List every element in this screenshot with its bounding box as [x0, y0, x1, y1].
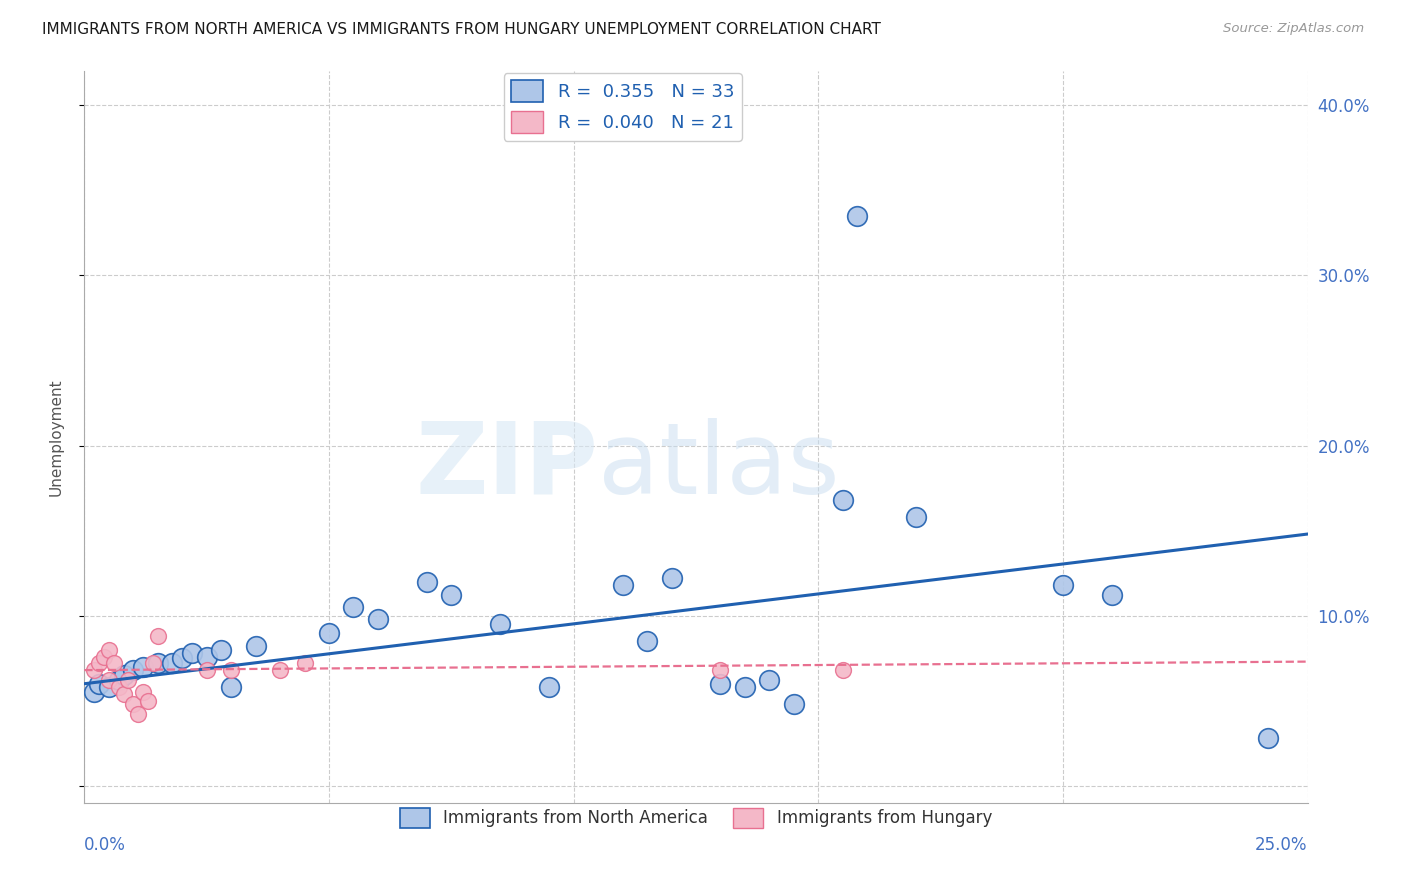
- Point: [636, 634, 658, 648]
- Point: [195, 649, 218, 664]
- Point: [318, 625, 340, 640]
- Point: [127, 707, 149, 722]
- Point: [122, 697, 145, 711]
- Point: [112, 668, 135, 682]
- Point: [87, 657, 110, 671]
- Point: [87, 677, 110, 691]
- Point: [132, 685, 155, 699]
- Point: [783, 697, 806, 711]
- Point: [846, 209, 869, 223]
- Point: [142, 657, 165, 671]
- Legend: Immigrants from North America, Immigrants from Hungary: Immigrants from North America, Immigrant…: [394, 801, 998, 835]
- Point: [195, 663, 218, 677]
- Point: [1052, 578, 1074, 592]
- Point: [831, 663, 853, 677]
- Text: Source: ZipAtlas.com: Source: ZipAtlas.com: [1223, 22, 1364, 36]
- Point: [416, 574, 439, 589]
- Point: [1101, 588, 1123, 602]
- Point: [97, 642, 120, 657]
- Point: [181, 646, 204, 660]
- Point: [146, 657, 169, 671]
- Text: 25.0%: 25.0%: [1256, 836, 1308, 854]
- Point: [440, 588, 463, 602]
- Point: [122, 663, 145, 677]
- Point: [709, 677, 731, 691]
- Point: [112, 687, 135, 701]
- Point: [107, 680, 129, 694]
- Point: [1257, 731, 1279, 746]
- Point: [489, 617, 512, 632]
- Point: [734, 680, 756, 694]
- Point: [538, 680, 561, 694]
- Point: [612, 578, 634, 592]
- Text: 0.0%: 0.0%: [84, 836, 127, 854]
- Point: [107, 673, 129, 688]
- Point: [93, 649, 115, 664]
- Point: [219, 680, 242, 694]
- Point: [83, 685, 105, 699]
- Point: [661, 571, 683, 585]
- Point: [172, 651, 194, 665]
- Point: [294, 657, 316, 671]
- Point: [103, 657, 125, 671]
- Point: [162, 657, 184, 671]
- Point: [97, 680, 120, 694]
- Point: [219, 663, 242, 677]
- Text: IMMIGRANTS FROM NORTH AMERICA VS IMMIGRANTS FROM HUNGARY UNEMPLOYMENT CORRELATIO: IMMIGRANTS FROM NORTH AMERICA VS IMMIGRA…: [42, 22, 882, 37]
- Point: [905, 510, 928, 524]
- Point: [269, 663, 291, 677]
- Point: [132, 659, 155, 673]
- Text: ZIP: ZIP: [415, 417, 598, 515]
- Text: atlas: atlas: [598, 417, 839, 515]
- Point: [136, 694, 159, 708]
- Point: [209, 642, 232, 657]
- Point: [83, 663, 105, 677]
- Point: [245, 640, 267, 654]
- Point: [97, 673, 120, 688]
- Point: [342, 600, 364, 615]
- Point: [709, 663, 731, 677]
- Y-axis label: Unemployment: Unemployment: [49, 378, 63, 496]
- Point: [117, 673, 139, 688]
- Point: [367, 612, 389, 626]
- Point: [831, 493, 853, 508]
- Point: [758, 673, 780, 688]
- Point: [146, 629, 169, 643]
